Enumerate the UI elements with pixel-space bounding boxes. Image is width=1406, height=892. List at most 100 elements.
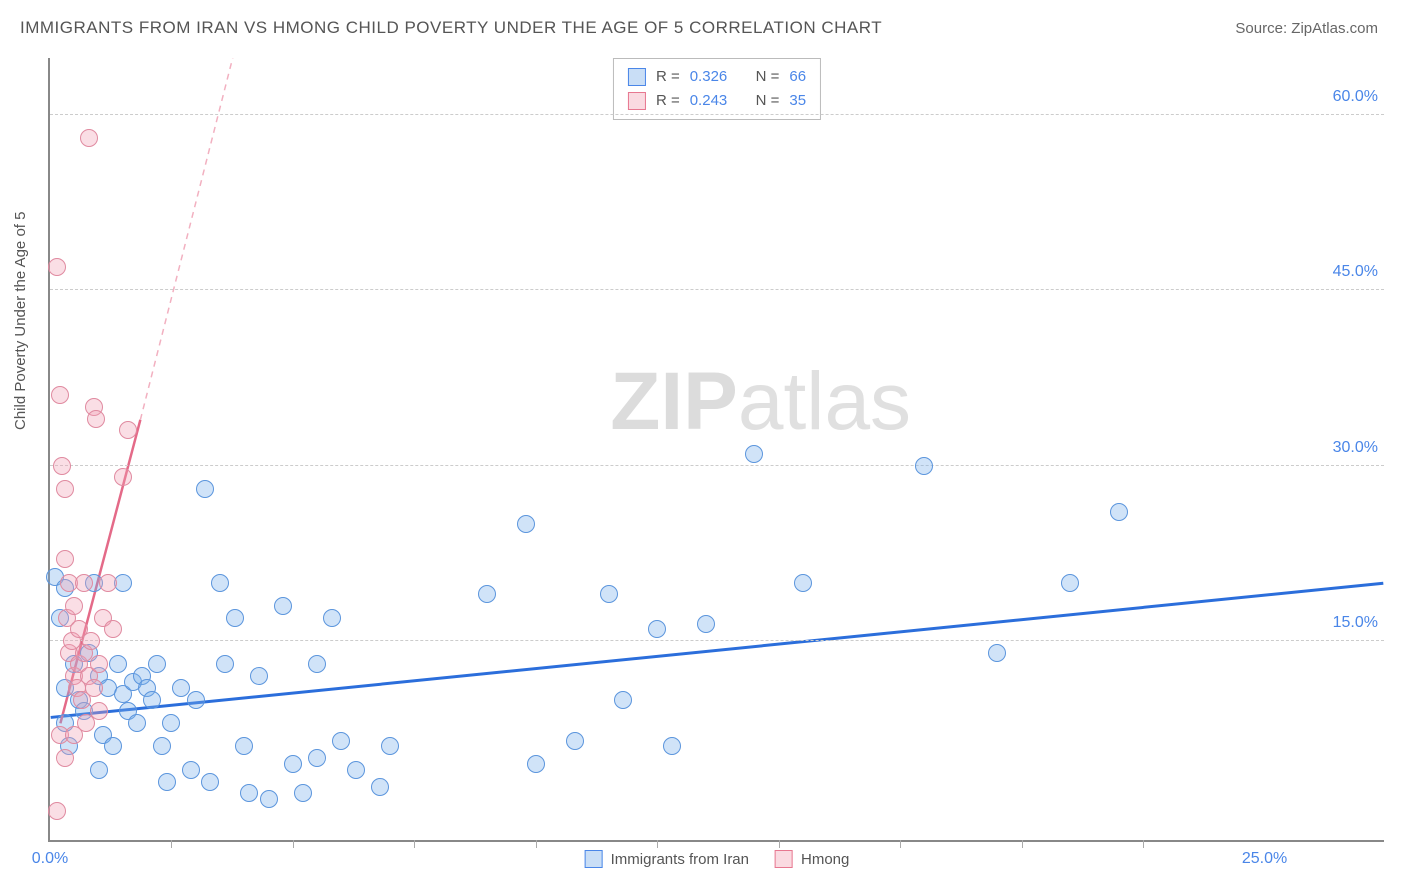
scatter-plot-area: ZIPatlas R =0.326 N =66R =0.243 N =35 Im… <box>48 58 1384 842</box>
y-tick-label: 60.0% <box>1333 88 1378 106</box>
n-label: N = <box>756 89 780 113</box>
data-point <box>915 457 933 475</box>
x-tick-minor <box>171 840 172 848</box>
x-tick-minor <box>1022 840 1023 848</box>
x-tick-minor <box>293 840 294 848</box>
data-point <box>226 609 244 627</box>
legend-swatch <box>775 850 793 868</box>
data-point <box>85 679 103 697</box>
data-point <box>119 421 137 439</box>
data-point <box>216 655 234 673</box>
trend-lines-svg <box>50 58 1384 840</box>
data-point <box>48 258 66 276</box>
data-point <box>90 761 108 779</box>
data-point <box>988 644 1006 662</box>
y-tick-label: 45.0% <box>1333 263 1378 281</box>
data-point <box>182 761 200 779</box>
n-value: 35 <box>789 89 806 113</box>
data-point <box>158 773 176 791</box>
n-value: 66 <box>789 65 806 89</box>
data-point <box>153 737 171 755</box>
data-point <box>663 737 681 755</box>
data-point <box>143 691 161 709</box>
data-point <box>274 597 292 615</box>
data-point <box>48 802 66 820</box>
source-attribution: Source: ZipAtlas.com <box>1235 20 1378 37</box>
legend-swatch <box>628 68 646 86</box>
data-point <box>56 550 74 568</box>
source-label: Source: <box>1235 20 1287 37</box>
watermark: ZIPatlas <box>610 355 911 449</box>
data-point <box>211 574 229 592</box>
correlation-legend: R = 0.326 N = 66 R = 0.243 N = 35 <box>613 58 821 120</box>
data-point <box>332 732 350 750</box>
data-point <box>308 655 326 673</box>
legend-swatch <box>628 92 646 110</box>
x-tick-label: 0.0% <box>32 850 68 868</box>
data-point <box>250 667 268 685</box>
watermark-bold: ZIP <box>610 356 738 447</box>
data-point <box>201 773 219 791</box>
data-point <box>308 749 326 767</box>
data-point <box>104 620 122 638</box>
x-tick-minor <box>536 840 537 848</box>
data-point <box>90 655 108 673</box>
data-point <box>65 726 83 744</box>
data-point <box>51 386 69 404</box>
legend-row: R = 0.326 N = 66 <box>628 65 806 89</box>
data-point <box>294 784 312 802</box>
data-point <box>65 597 83 615</box>
data-point <box>1061 574 1079 592</box>
grid-line-horizontal <box>50 289 1384 290</box>
r-label: R = <box>656 65 680 89</box>
data-point <box>527 755 545 773</box>
legend-swatch <box>585 850 603 868</box>
data-point <box>648 620 666 638</box>
data-point <box>284 755 302 773</box>
data-point <box>114 468 132 486</box>
data-point <box>235 737 253 755</box>
data-point <box>196 480 214 498</box>
source-value: ZipAtlas.com <box>1291 20 1378 37</box>
x-tick-minor <box>657 840 658 848</box>
grid-line-horizontal <box>50 114 1384 115</box>
data-point <box>240 784 258 802</box>
data-point <box>162 714 180 732</box>
n-label: N = <box>756 65 780 89</box>
data-point <box>517 515 535 533</box>
legend-item: Immigrants from Iran <box>585 850 749 868</box>
x-tick-minor <box>779 840 780 848</box>
legend-label: Hmong <box>801 851 849 868</box>
data-point <box>53 457 71 475</box>
data-point <box>347 761 365 779</box>
y-tick-label: 15.0% <box>1333 614 1378 632</box>
data-point <box>56 480 74 498</box>
series-legend: Immigrants from Iran Hmong <box>585 850 850 868</box>
data-point <box>75 574 93 592</box>
x-tick-minor <box>900 840 901 848</box>
data-point <box>187 691 205 709</box>
data-point <box>99 574 117 592</box>
data-point <box>90 702 108 720</box>
data-point <box>80 129 98 147</box>
grid-line-horizontal <box>50 465 1384 466</box>
x-tick-minor <box>1143 840 1144 848</box>
r-value: 0.243 <box>690 89 728 113</box>
data-point <box>148 655 166 673</box>
x-tick-label: 25.0% <box>1242 850 1287 868</box>
r-value: 0.326 <box>690 65 728 89</box>
data-point <box>794 574 812 592</box>
data-point <box>600 585 618 603</box>
data-point <box>56 749 74 767</box>
data-point <box>260 790 278 808</box>
data-point <box>745 445 763 463</box>
legend-label: Immigrants from Iran <box>611 851 749 868</box>
chart-title: IMMIGRANTS FROM IRAN VS HMONG CHILD POVE… <box>20 18 882 38</box>
data-point <box>1110 503 1128 521</box>
data-point <box>614 691 632 709</box>
y-tick-label: 30.0% <box>1333 439 1378 457</box>
data-point <box>381 737 399 755</box>
legend-item: Hmong <box>775 850 849 868</box>
grid-line-horizontal <box>50 640 1384 641</box>
r-label: R = <box>656 89 680 113</box>
